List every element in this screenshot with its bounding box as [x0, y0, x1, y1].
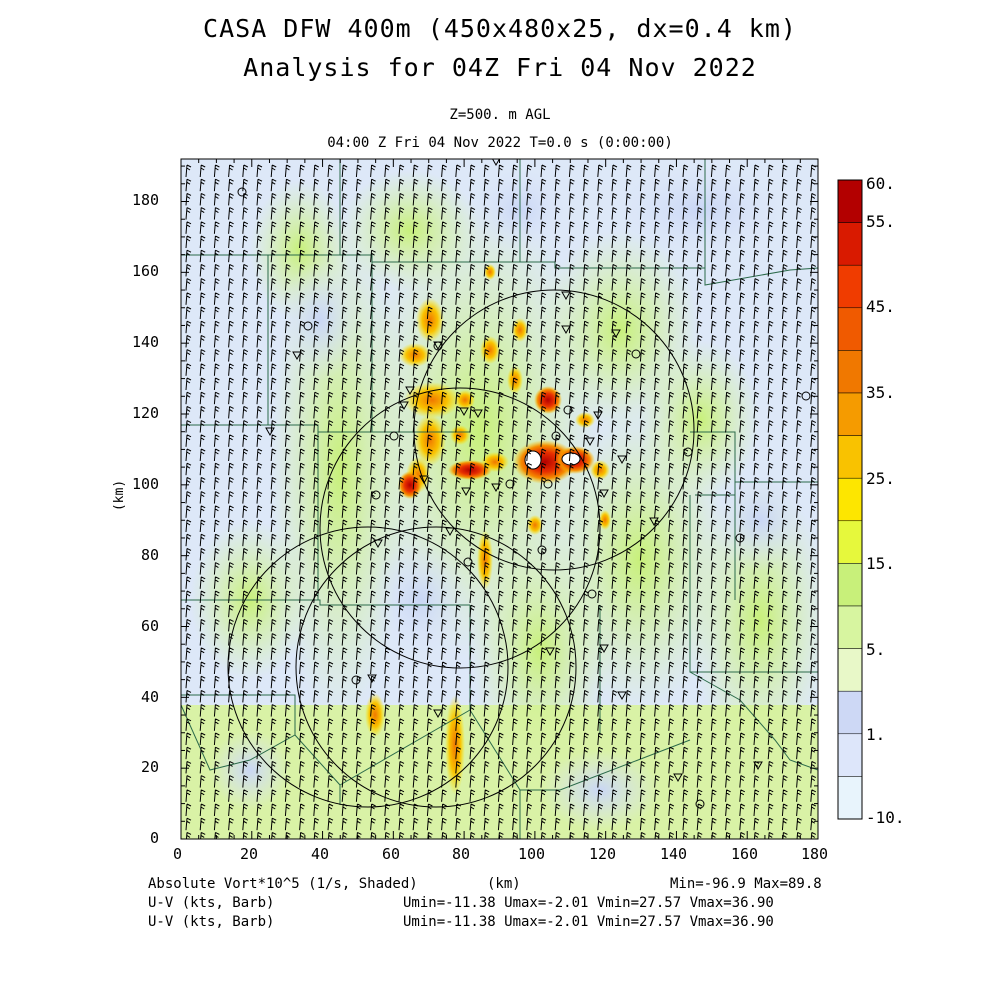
colorbar-swatch: [837, 733, 863, 777]
y-tick-label: 60: [141, 617, 160, 635]
uv-barb-label: U-V (kts, Barb): [148, 914, 275, 930]
colorbar: [837, 179, 863, 820]
colorbar-swatch: [837, 690, 863, 735]
x-tick-label: 0: [173, 845, 183, 863]
colorbar-swatch: [837, 520, 863, 564]
y-axis-label: (km): [112, 479, 128, 512]
y-tick-label: 0: [150, 829, 160, 847]
colorbar-swatch: [837, 264, 863, 309]
x-tick-label: 40: [311, 845, 330, 863]
station-markers: [237, 159, 811, 809]
colorbar-swatch: [837, 648, 863, 692]
y-tick-label: 20: [141, 758, 160, 776]
colorbar-label: -10.: [866, 808, 905, 827]
x-tick-label: 100: [518, 845, 546, 863]
x-tick-label: 140: [660, 845, 688, 863]
radar-range-rings: [227, 289, 695, 808]
x-tick-label: 80: [452, 845, 471, 863]
colorbar-label: 1.: [866, 725, 886, 744]
y-tick-label: 80: [141, 546, 160, 564]
y-tick-label: 100: [132, 475, 160, 493]
colorbar-swatch: [837, 477, 863, 522]
colorbar-label: 55.: [866, 212, 895, 231]
colorbar-label: 5.: [866, 640, 886, 659]
colorbar-swatch: [837, 776, 863, 820]
colorbar-swatch: [837, 563, 863, 607]
x-tick-label: 20: [240, 845, 259, 863]
field-description: Absolute Vort*10^5 (1/s, Shaded): [148, 876, 418, 892]
axis-tick-marks: [180, 159, 819, 840]
colorbar-swatch: [837, 307, 863, 351]
county-boundaries: [181, 159, 818, 839]
level-label: Z=500. m AGL: [449, 107, 551, 123]
colorbar-swatch: [837, 435, 863, 479]
uv-stats: Umin=-11.38 Umax=-2.01 Vmin=27.57 Vmax=3…: [403, 895, 774, 911]
uv-barb-label: U-V (kts, Barb): [148, 895, 275, 911]
colorbar-swatch: [837, 392, 863, 436]
wind-barb-field: [185, 164, 817, 839]
colorbar-label: 25.: [866, 469, 895, 488]
colorbar-label: 60.: [866, 174, 895, 193]
colorbar-swatch: [837, 179, 863, 223]
colorbar-swatch: [837, 605, 863, 649]
x-tick-label: 120: [589, 845, 617, 863]
min-max-readout: Min=-96.9 Max=89.8: [670, 876, 822, 892]
y-tick-label: 140: [132, 333, 160, 351]
timestamp-label: 04:00 Z Fri 04 Nov 2022 T=0.0 s (0:00:00…: [327, 135, 673, 151]
x-tick-label: 160: [731, 845, 759, 863]
y-tick-label: 180: [132, 191, 160, 209]
x-tick-label: 60: [382, 845, 401, 863]
colorbar-swatch: [837, 350, 863, 394]
colorbar-frame: [837, 179, 863, 820]
y-tick-label: 160: [132, 262, 160, 280]
uv-stats: Umin=-11.38 Umax=-2.01 Vmin=27.57 Vmax=3…: [403, 914, 774, 930]
colorbar-swatch: [837, 222, 863, 266]
shaded-field: [181, 159, 818, 839]
plot-title-line1: CASA DFW 400m (450x480x25, dx=0.4 km): [203, 14, 797, 43]
y-tick-label: 40: [141, 688, 160, 706]
x-axis-label: (km): [487, 876, 521, 892]
wind-barbs: [185, 164, 817, 839]
colorbar-label: 35.: [866, 383, 895, 402]
colorbar-label: 15.: [866, 554, 895, 573]
colorbar-label: 45.: [866, 297, 895, 316]
x-tick-label: 180: [801, 845, 829, 863]
y-tick-label: 120: [132, 404, 160, 422]
plot-title-line2: Analysis for 04Z Fri 04 Nov 2022: [243, 53, 757, 82]
